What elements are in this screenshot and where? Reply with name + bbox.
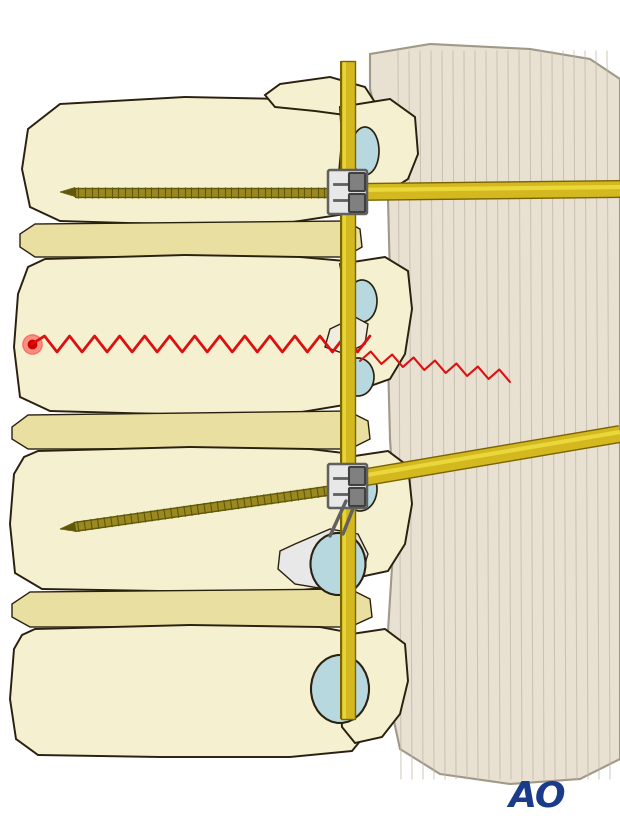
Ellipse shape — [342, 359, 374, 396]
Polygon shape — [12, 411, 370, 450]
Polygon shape — [328, 483, 342, 497]
Bar — [342, 62, 346, 719]
Polygon shape — [12, 589, 372, 627]
Polygon shape — [12, 633, 366, 749]
Ellipse shape — [311, 533, 366, 595]
Polygon shape — [342, 451, 412, 578]
Polygon shape — [340, 630, 408, 743]
FancyBboxPatch shape — [349, 174, 365, 191]
Polygon shape — [16, 263, 360, 407]
Polygon shape — [20, 222, 362, 257]
Polygon shape — [265, 78, 378, 118]
Polygon shape — [340, 257, 412, 390]
Polygon shape — [370, 45, 620, 784]
Ellipse shape — [343, 467, 377, 512]
Polygon shape — [12, 456, 368, 581]
Polygon shape — [60, 188, 75, 197]
Polygon shape — [75, 188, 341, 197]
FancyBboxPatch shape — [328, 465, 367, 508]
FancyBboxPatch shape — [349, 195, 365, 212]
Polygon shape — [14, 256, 372, 415]
Ellipse shape — [347, 281, 377, 323]
Ellipse shape — [351, 128, 379, 176]
Polygon shape — [60, 522, 76, 532]
Polygon shape — [10, 447, 380, 591]
Text: AO: AO — [508, 779, 566, 813]
Bar — [341, 62, 355, 719]
Polygon shape — [338, 99, 418, 200]
FancyBboxPatch shape — [349, 488, 365, 507]
Bar — [340, 62, 356, 719]
Bar — [341, 62, 355, 719]
FancyBboxPatch shape — [349, 467, 365, 486]
Polygon shape — [329, 186, 341, 199]
FancyBboxPatch shape — [328, 171, 367, 215]
Ellipse shape — [311, 655, 369, 723]
Polygon shape — [22, 98, 368, 225]
Polygon shape — [28, 108, 358, 215]
Polygon shape — [74, 485, 342, 532]
Polygon shape — [278, 529, 368, 589]
Polygon shape — [325, 318, 368, 354]
Polygon shape — [10, 625, 378, 757]
